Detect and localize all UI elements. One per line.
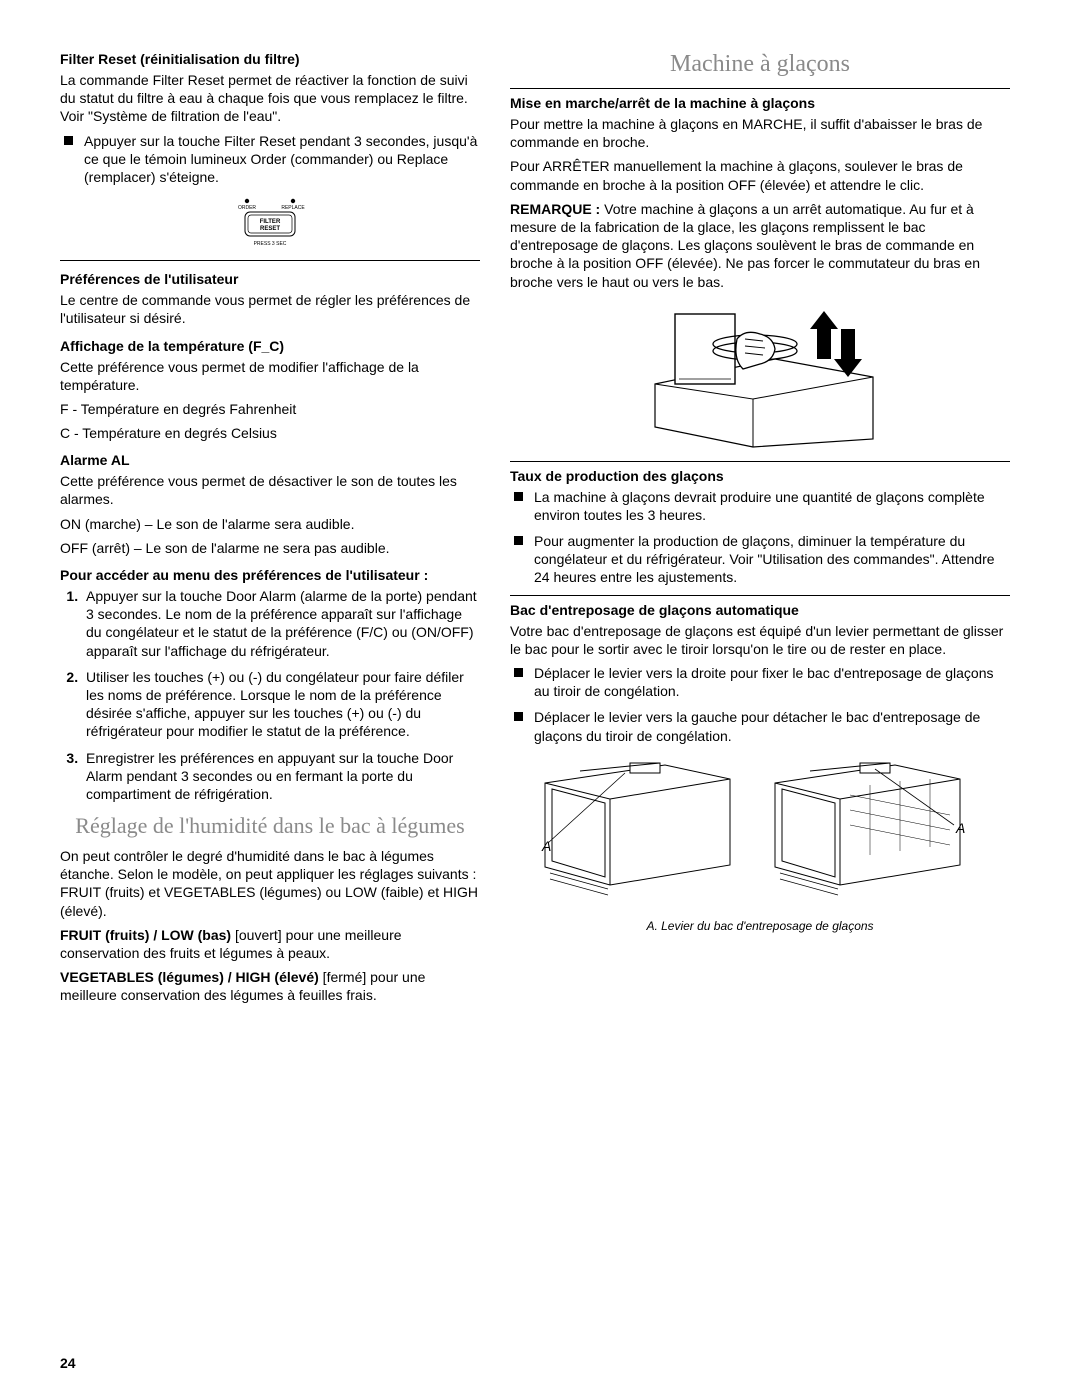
svg-text:REPLACE: REPLACE bbox=[281, 205, 305, 211]
access-step-3: Enregistrer les préférences en appuyant … bbox=[82, 749, 480, 804]
access-heading: Pour accéder au menu des préférences de … bbox=[60, 567, 480, 583]
bin-b2: Déplacer le levier vers la gauche pour d… bbox=[510, 708, 1010, 744]
svg-text:PRESS 3 SEC: PRESS 3 SEC bbox=[254, 241, 287, 247]
user-pref-heading: Préférences de l'utilisateur bbox=[60, 271, 480, 287]
temp-heading: Affichage de la température (F_C) bbox=[60, 338, 480, 354]
alarm-heading: Alarme AL bbox=[60, 452, 480, 468]
svg-text:ORDER: ORDER bbox=[238, 205, 256, 211]
divider-4 bbox=[510, 595, 1010, 596]
rate-heading: Taux de production des glaçons bbox=[510, 468, 1010, 484]
remarque-bold: REMARQUE : bbox=[510, 201, 600, 217]
svg-text:A: A bbox=[955, 820, 965, 836]
svg-text:FILTER: FILTER bbox=[260, 219, 281, 225]
onoff-para1: Pour mettre la machine à glaçons en MARC… bbox=[510, 115, 1010, 151]
humidity-fruit: FRUIT (fruits) / LOW (bas) [ouvert] pour… bbox=[60, 926, 480, 962]
access-step-1: Appuyer sur la touche Door Alarm (alarme… bbox=[82, 587, 480, 660]
left-column: Filter Reset (réinitialisation du filtre… bbox=[60, 45, 480, 1011]
ice-maker-illustration bbox=[645, 299, 875, 449]
right-column: Machine à glaçons Mise en marche/arrêt d… bbox=[510, 45, 1010, 1011]
divider-1 bbox=[60, 260, 480, 261]
temp-para: Cette préférence vous permet de modifier… bbox=[60, 358, 480, 394]
humidity-para1: On peut contrôler le degré d'humidité da… bbox=[60, 847, 480, 920]
veg-bold: VEGETABLES (légumes) / HIGH (élevé) bbox=[60, 969, 319, 985]
bin-caption: A. Levier du bac d'entreposage de glaçon… bbox=[510, 919, 1010, 933]
ice-bin-illustration: A A bbox=[530, 755, 990, 915]
onoff-remarque: REMARQUE : Votre machine à glaçons a un … bbox=[510, 200, 1010, 291]
divider-2 bbox=[510, 88, 1010, 89]
filter-reset-list: Appuyer sur la touche Filter Reset penda… bbox=[60, 132, 480, 187]
humidity-title: Réglage de l'humidité dans le bac à légu… bbox=[60, 813, 480, 839]
bin-heading: Bac d'entreposage de glaçons automatique bbox=[510, 602, 1010, 618]
rate-b1: La machine à glaçons devrait produire un… bbox=[510, 488, 1010, 524]
temp-f: F - Température en degrés Fahrenheit bbox=[60, 400, 480, 418]
page-columns: Filter Reset (réinitialisation du filtre… bbox=[60, 45, 1030, 1011]
onoff-para2: Pour ARRÊTER manuellement la machine à g… bbox=[510, 157, 1010, 193]
onoff-heading: Mise en marche/arrêt de la machine à gla… bbox=[510, 95, 1010, 111]
fruit-bold: FRUIT (fruits) / LOW (bas) bbox=[60, 927, 231, 943]
rate-b2: Pour augmenter la production de glaçons,… bbox=[510, 532, 1010, 587]
humidity-veg: VEGETABLES (légumes) / HIGH (élevé) [fer… bbox=[60, 968, 480, 1004]
bin-para: Votre bac d'entreposage de glaçons est é… bbox=[510, 622, 1010, 658]
filter-reset-bullet: Appuyer sur la touche Filter Reset penda… bbox=[60, 132, 480, 187]
filter-reset-heading: Filter Reset (réinitialisation du filtre… bbox=[60, 51, 480, 67]
access-step-2: Utiliser les touches (+) ou (-) du congé… bbox=[82, 668, 480, 741]
alarm-on: ON (marche) – Le son de l'alarme sera au… bbox=[60, 515, 480, 533]
bin-b1: Déplacer le levier vers la droite pour f… bbox=[510, 664, 1010, 700]
user-pref-para: Le centre de commande vous permet de rég… bbox=[60, 291, 480, 327]
divider-3 bbox=[510, 461, 1010, 462]
svg-text:A: A bbox=[541, 838, 551, 854]
filter-reset-icon: ORDER REPLACE FILTER RESET PRESS 3 SEC bbox=[225, 194, 315, 250]
access-steps: Appuyer sur la touche Door Alarm (alarme… bbox=[60, 587, 480, 803]
alarm-para: Cette préférence vous permet de désactiv… bbox=[60, 472, 480, 508]
page-number: 24 bbox=[60, 1355, 76, 1371]
bin-list: Déplacer le levier vers la droite pour f… bbox=[510, 664, 1010, 745]
rate-list: La machine à glaçons devrait produire un… bbox=[510, 488, 1010, 587]
filter-reset-para: La commande Filter Reset permet de réact… bbox=[60, 71, 480, 126]
temp-c: C - Température en degrés Celsius bbox=[60, 424, 480, 442]
alarm-off: OFF (arrêt) – Le son de l'alarme ne sera… bbox=[60, 539, 480, 557]
svg-text:RESET: RESET bbox=[260, 226, 280, 232]
ice-title: Machine à glaçons bbox=[510, 51, 1010, 78]
